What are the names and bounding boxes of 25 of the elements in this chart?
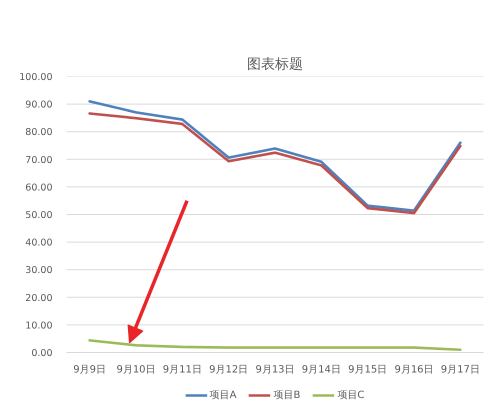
- x-tick-label: 9月16日: [394, 364, 434, 376]
- y-tick-label: 40.00: [25, 238, 53, 249]
- legend-label: 项目A: [210, 389, 236, 402]
- x-tick-label: 9月12日: [209, 364, 248, 376]
- y-tick-label: 20.00: [25, 292, 53, 304]
- x-tick-label: 9月9日: [73, 364, 106, 376]
- y-tick-label: 70.00: [25, 154, 53, 166]
- y-tick-label: 80.00: [25, 127, 53, 138]
- y-tick-label: 100.00: [19, 72, 53, 83]
- y-tick-label: 50.00: [25, 210, 53, 221]
- x-tick-label: 9月17日: [440, 364, 480, 376]
- y-tick-label: 30.00: [25, 265, 53, 276]
- legend-label: 项目B: [273, 389, 300, 402]
- y-tick-label: 10.00: [25, 320, 53, 332]
- x-tick-label: 9月15日: [348, 364, 388, 376]
- line-series: [88, 339, 462, 352]
- y-tick-label: 0.00: [31, 348, 53, 359]
- chart-title: 图表标题: [247, 56, 303, 72]
- legend-label: 项目C: [337, 389, 364, 402]
- x-tick-label: 9月14日: [302, 364, 341, 376]
- x-tick-label: 9月11日: [162, 364, 202, 376]
- y-tick-label: 90.00: [25, 100, 53, 111]
- x-tick-label: 9月10日: [116, 364, 156, 376]
- x-tick-label: 9月13日: [255, 364, 295, 376]
- y-tick-label: 60.00: [25, 182, 53, 194]
